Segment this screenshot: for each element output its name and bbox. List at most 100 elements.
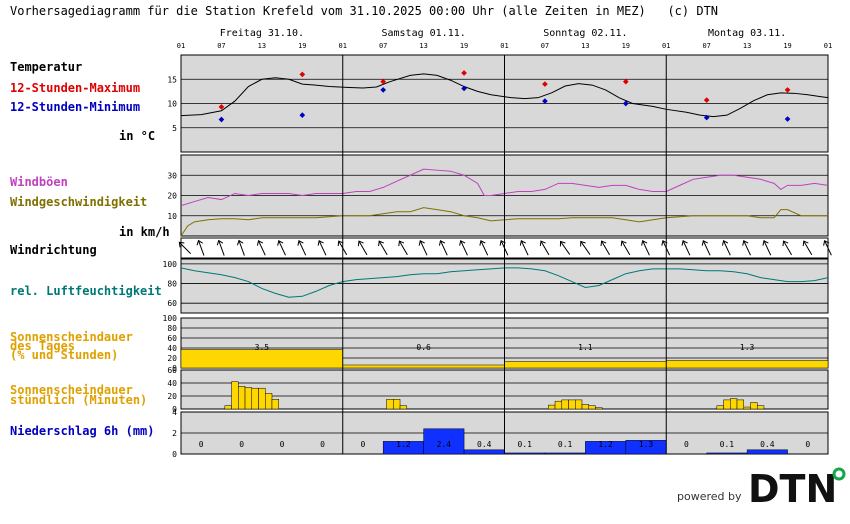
label-sun-day-2: des Tages <box>10 339 76 353</box>
sun-hour-bar <box>730 398 738 410</box>
wind-arrow <box>216 239 225 256</box>
sun-day-bar <box>666 360 829 369</box>
wind-arrow <box>620 240 631 256</box>
sun-day-panel-tick-label: 80 <box>167 324 177 333</box>
sun-hour-bar <box>548 404 556 410</box>
sun-hour-bar <box>595 407 603 410</box>
precip-panel-tick-label: 0 <box>172 450 177 459</box>
sun-hour-panel-tick-label: 0 <box>172 405 177 414</box>
hour-tick-label: 13 <box>743 42 751 50</box>
wind-arrow <box>438 239 448 256</box>
wind-arrow <box>701 239 711 256</box>
sun-hour-bar <box>271 399 279 410</box>
sun-hour-bar <box>554 400 563 410</box>
sun-hour-bar <box>723 399 731 410</box>
temp-panel-tick-label: 15 <box>167 75 177 84</box>
precip-value-label: 0 <box>239 440 244 449</box>
wind-arrow <box>742 239 751 256</box>
label-wind-unit: in km/h <box>119 225 170 239</box>
precip-value-label: 0 <box>280 440 285 449</box>
sun-hour-bar <box>716 405 724 410</box>
sun-hour-bar <box>386 399 394 410</box>
min-point <box>622 100 629 107</box>
svg-text:DTN: DTN <box>748 467 837 506</box>
sun-day-panel-tick-label: 60 <box>167 334 177 343</box>
wind-arrow <box>722 239 731 256</box>
label-temp-unit: in °C <box>119 129 156 143</box>
day-label: Montag 03.11. <box>708 28 786 39</box>
sun-hour-bar <box>238 386 246 410</box>
sun-hour-bar <box>561 399 569 410</box>
label-humidity: rel. Luftfeuchtigkeit <box>10 284 162 298</box>
wind-arrow <box>317 239 327 256</box>
wind-arrow <box>479 239 489 256</box>
hour-tick-label: 01 <box>500 42 508 50</box>
sun-hour-panel-tick-label: 20 <box>167 392 177 401</box>
hour-tick-label: 19 <box>460 42 468 50</box>
sun-hour-bar <box>750 402 758 410</box>
hour-tick-label: 01 <box>662 42 670 50</box>
precip-value-label: 0.4 <box>760 440 775 449</box>
precip-value-label: 0.4 <box>477 440 492 449</box>
max-point <box>542 81 548 87</box>
sun-hour-bar <box>251 387 259 410</box>
humidity-panel-tick-label: 60 <box>167 299 177 308</box>
hour-tick-label: 07 <box>379 42 387 50</box>
temp-panel-tick-label: 10 <box>167 100 177 109</box>
day-label: Freitag 31.10. <box>220 28 304 39</box>
wind-arrow <box>539 240 550 256</box>
label-temperature: Temperatur <box>10 60 83 74</box>
wind-panel-tick-label: 10 <box>167 212 177 221</box>
max-point <box>703 97 710 103</box>
sun-hour-bar <box>224 405 232 410</box>
precip-value-label: 1.3 <box>639 440 654 449</box>
wind-arrow <box>236 239 245 256</box>
wind-arrow <box>256 239 266 256</box>
wind-arrow <box>277 239 286 256</box>
wind-arrow <box>802 240 813 256</box>
sun-hour-panel-tick-label: 60 <box>167 366 177 375</box>
label-sun-hour-2: stündlich (Minuten) <box>10 393 148 407</box>
temp-panel-tick-label: 5 <box>172 124 177 133</box>
hour-tick-label: 01 <box>177 42 185 50</box>
precip-bar <box>706 452 748 455</box>
label-min: 12-Stunden-Minimum <box>10 100 141 114</box>
max-point <box>461 70 467 76</box>
max-point <box>218 104 225 110</box>
hour-tick-label: 07 <box>217 42 225 50</box>
precip-bar <box>463 449 505 455</box>
wind-arrow <box>782 240 792 256</box>
label-wind-direction: Windrichtung <box>10 243 97 257</box>
sun-hour-bar <box>756 405 765 410</box>
min-point <box>461 85 467 92</box>
sun-day-hours-label: 1.1 <box>578 343 593 352</box>
sun-hour-bar <box>575 399 583 410</box>
label-precipitation: Niederschlag 6h (mm) <box>10 424 155 438</box>
dtn-logo: DTN <box>748 467 846 506</box>
sun-hour-bar <box>393 399 401 410</box>
precip-value-label: 0.1 <box>720 440 735 449</box>
max-point <box>784 87 791 93</box>
wind-arrow <box>459 239 468 256</box>
sun-day-panel-tick-label: 0 <box>172 364 177 373</box>
precip-bar <box>746 449 788 455</box>
sun-hour-bar <box>568 399 576 410</box>
precip-value-label: 0 <box>805 440 810 449</box>
wind-arrow <box>600 240 611 256</box>
label-max: 12-Stunden-Maximum <box>10 81 141 95</box>
hour-tick-label: 13 <box>419 42 427 50</box>
sun-day-hours-label: 1.3 <box>740 343 755 352</box>
hour-tick-label: 19 <box>622 42 630 50</box>
wind-arrow <box>378 240 388 256</box>
wind-panel-tick-label: 30 <box>167 171 177 180</box>
label-wind-speed: Windgeschwindigkeit <box>10 195 148 209</box>
precip-value-label: 2.4 <box>437 440 452 449</box>
sun-day-bar <box>504 361 667 369</box>
precip-value-label: 0.1 <box>517 440 532 449</box>
sun-hour-bar <box>231 381 239 410</box>
hour-tick-label: 13 <box>258 42 266 50</box>
precip-panel-tick-label: 2 <box>172 429 177 438</box>
wind-arrow <box>580 240 591 255</box>
min-point <box>218 116 225 123</box>
